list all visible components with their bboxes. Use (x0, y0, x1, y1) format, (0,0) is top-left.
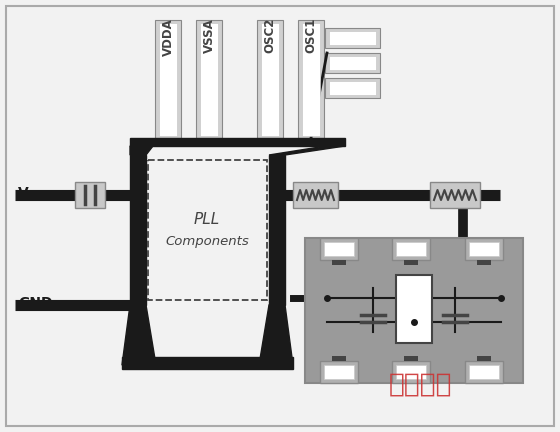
Bar (465, 361, 503, 383)
Polygon shape (122, 305, 156, 365)
Text: 康比电子: 康比电子 (388, 372, 452, 398)
Bar (324, 365, 354, 379)
Text: DD: DD (26, 193, 42, 203)
Text: VSSA: VSSA (203, 18, 216, 53)
Text: GND: GND (18, 296, 53, 310)
Bar (320, 238, 358, 260)
Polygon shape (269, 146, 345, 155)
Bar (477, 260, 491, 265)
Bar (477, 356, 491, 361)
Bar (396, 242, 426, 256)
Bar (130, 138, 345, 146)
Bar (320, 361, 358, 383)
Bar (155, 20, 181, 138)
Bar (465, 238, 503, 260)
Bar (392, 361, 430, 383)
Bar (130, 155, 146, 305)
Bar (148, 160, 267, 300)
Bar (469, 365, 499, 379)
Text: V: V (18, 186, 29, 200)
Polygon shape (130, 146, 153, 155)
Bar (75, 182, 105, 208)
Bar (196, 20, 222, 138)
Bar (329, 31, 376, 45)
Bar (404, 356, 418, 361)
Bar (332, 356, 346, 361)
Bar (298, 20, 324, 138)
Bar (200, 23, 218, 136)
Text: OSC1: OSC1 (305, 18, 318, 54)
Bar (329, 56, 376, 70)
Bar (396, 275, 432, 343)
Text: OSC2: OSC2 (264, 18, 277, 54)
Bar (430, 182, 480, 208)
Text: PLL: PLL (194, 213, 220, 228)
Bar (305, 238, 523, 383)
Bar (404, 260, 418, 265)
Bar (261, 23, 279, 136)
Bar (122, 357, 293, 369)
Bar (469, 242, 499, 256)
Bar (269, 155, 285, 305)
Polygon shape (259, 305, 293, 365)
Bar (332, 260, 346, 265)
Bar (325, 28, 380, 48)
Bar (329, 81, 376, 95)
Text: Components: Components (165, 235, 249, 248)
Bar (325, 53, 380, 73)
Bar (302, 23, 320, 136)
Bar (324, 242, 354, 256)
Bar (257, 20, 283, 138)
Bar (392, 238, 430, 260)
Bar (159, 23, 177, 136)
Text: VDDA: VDDA (161, 18, 175, 56)
Bar (396, 365, 426, 379)
Bar (325, 78, 380, 98)
Bar (293, 182, 338, 208)
